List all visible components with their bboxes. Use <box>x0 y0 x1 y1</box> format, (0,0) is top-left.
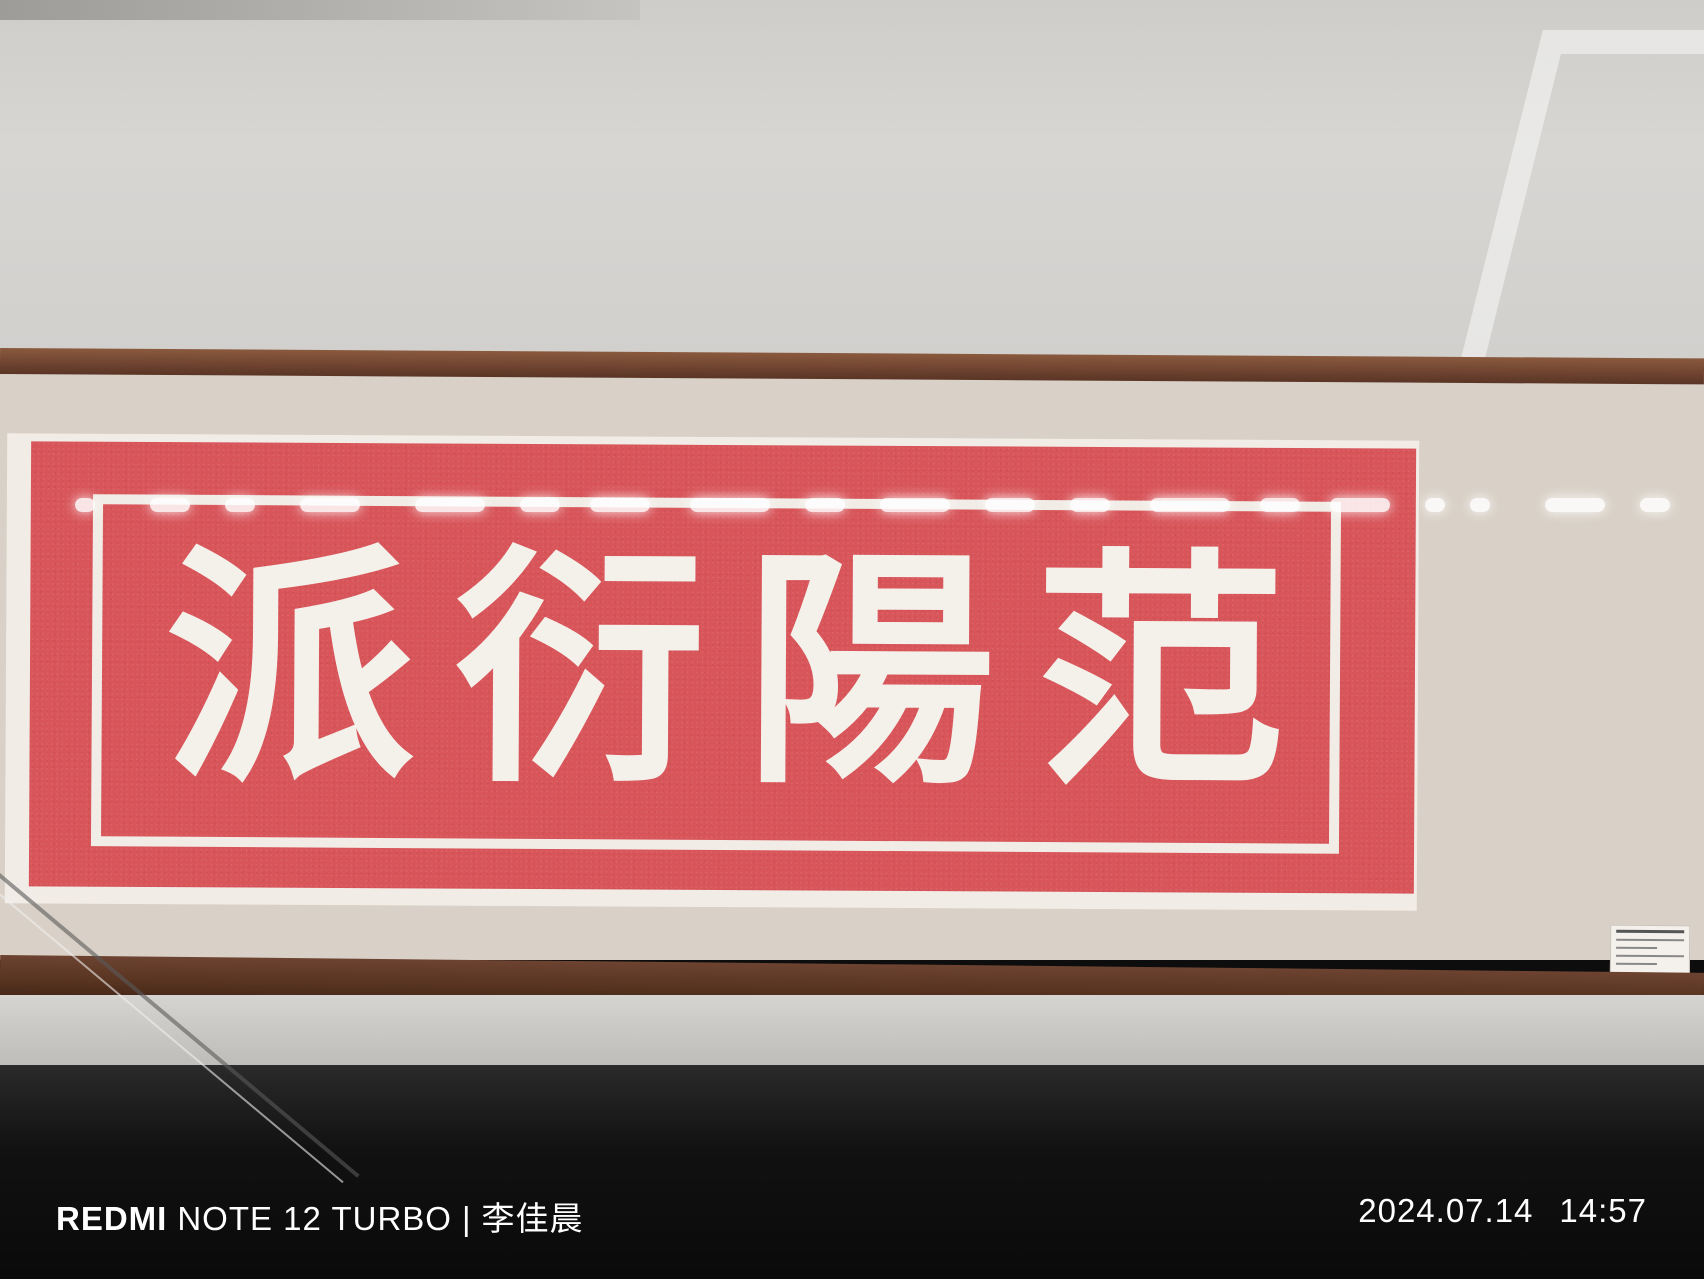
camera-watermark: REDMI NOTE 12 TURBO | 李佳晨 <box>56 1192 584 1240</box>
label-card-line <box>1616 954 1685 958</box>
plaque-char-1: 派 <box>164 520 416 816</box>
plaque-inscription: 派 衍 陽 范 <box>149 502 1301 838</box>
watermark-time: 14:57 <box>1559 1192 1647 1229</box>
label-card-line <box>1616 946 1657 950</box>
label-card-line <box>1616 938 1685 942</box>
light-reflection <box>1425 498 1445 512</box>
wall-shadow <box>0 0 640 20</box>
light-reflection <box>520 498 560 512</box>
light-reflection <box>300 498 360 512</box>
dark-base <box>0 1065 1704 1279</box>
display-ledge <box>0 995 1704 1065</box>
light-reflection <box>1070 498 1110 512</box>
light-reflection <box>590 498 650 512</box>
light-reflection <box>1545 498 1605 512</box>
watermark-brand: REDMI <box>56 1200 168 1237</box>
gallery-wall <box>0 0 1704 360</box>
label-card-line <box>1616 929 1685 934</box>
light-reflection <box>1330 498 1390 512</box>
light-reflection <box>225 498 255 512</box>
light-reflection <box>880 498 950 512</box>
light-reflection <box>75 498 95 512</box>
light-reflection <box>150 498 190 512</box>
ceiling-light-reflections <box>0 498 1704 518</box>
light-reflection <box>1470 498 1490 512</box>
plaque-char-3: 陽 <box>744 523 996 819</box>
light-reflection <box>1150 498 1230 512</box>
light-reflection <box>1260 498 1300 512</box>
label-card-line <box>1615 962 1657 966</box>
plaque-char-2: 衍 <box>454 521 706 817</box>
timestamp-watermark: 2024.07.14 14:57 <box>1358 1192 1647 1230</box>
light-reflection <box>1640 498 1670 512</box>
watermark-date: 2024.07.14 <box>1358 1192 1534 1229</box>
light-reflection <box>690 498 770 512</box>
light-reflection <box>415 498 485 512</box>
light-reflection <box>805 498 845 512</box>
light-reflection <box>985 498 1035 512</box>
watermark-model: NOTE 12 TURBO <box>177 1200 452 1237</box>
plaque-char-4: 范 <box>1034 524 1286 820</box>
watermark-separator: | <box>461 1200 472 1237</box>
watermark-photographer: 李佳晨 <box>481 1200 584 1237</box>
